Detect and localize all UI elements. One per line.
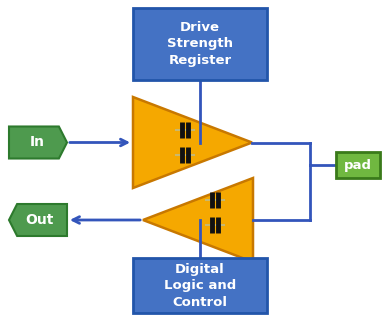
FancyBboxPatch shape (133, 258, 267, 313)
Text: Out: Out (25, 213, 53, 227)
Polygon shape (9, 126, 67, 158)
FancyBboxPatch shape (336, 152, 380, 178)
Polygon shape (143, 178, 253, 262)
Text: In: In (29, 135, 44, 150)
Polygon shape (9, 204, 67, 236)
Text: Drive
Strength
Register: Drive Strength Register (167, 21, 233, 67)
FancyBboxPatch shape (133, 8, 267, 80)
Polygon shape (133, 97, 252, 188)
Text: pad: pad (344, 158, 372, 171)
Text: Digital
Logic and
Control: Digital Logic and Control (164, 262, 236, 308)
